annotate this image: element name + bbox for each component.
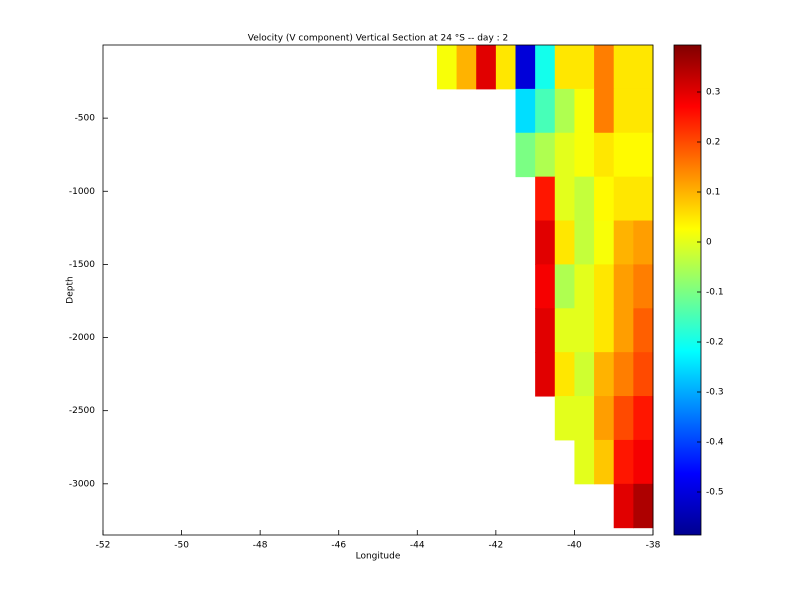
cell [535,220,556,265]
colorbar [674,45,701,535]
cell [594,132,615,178]
axes-frame [102,44,654,536]
colorbar-tick-label: -0.3 [706,388,724,398]
cell [633,352,654,397]
cell [456,45,477,90]
cell [613,132,634,178]
cell [554,132,575,178]
cell [574,132,595,178]
cell [633,264,654,309]
cell [633,439,654,485]
cell [495,45,516,90]
cell [554,88,575,134]
cell [554,396,575,441]
colorbar-tick-label: 0 [706,238,712,248]
cell [594,88,615,134]
cell [535,176,556,222]
y-tick-label: -3000 [69,479,95,489]
cell [633,132,654,178]
cell [613,396,634,441]
colorbar-tick-label: 0.2 [706,138,720,148]
cell [515,45,536,90]
cell [633,308,654,353]
cell [554,264,575,309]
colorbar-frame [673,44,702,536]
cell [574,439,595,485]
x-tick-label: -52 [96,541,111,551]
cell [633,396,654,441]
cell [633,176,654,222]
x-tick-label: -40 [567,541,582,551]
colorbar-tick-label: -0.4 [706,438,724,448]
cell [633,45,654,90]
cell [613,483,634,529]
cell [574,45,595,90]
cell [633,220,654,265]
y-tick-label: -2000 [69,333,95,343]
cell [594,396,615,441]
cell [574,88,595,134]
cell [574,264,595,309]
cell [613,45,634,90]
cell [613,308,634,353]
cell [554,176,575,222]
cell [613,176,634,222]
cell [554,45,575,90]
cell [633,483,654,529]
cell [535,308,556,353]
cell [535,132,556,178]
x-tick-label: -42 [489,541,504,551]
cell [535,45,556,90]
cell [554,308,575,353]
cell [535,264,556,309]
cell [613,220,634,265]
y-tick-label: -1000 [69,187,95,197]
x-tick-label: -48 [253,541,268,551]
cell [515,88,536,134]
cell [613,439,634,485]
cell [594,45,615,90]
colorbar-tick-label: 0.3 [706,88,720,98]
cell [574,396,595,441]
x-tick-label: -50 [174,541,189,551]
cell [574,352,595,397]
cell [613,88,634,134]
colorbar-tick-label: -0.1 [706,288,724,298]
colorbar-tick-label: -0.2 [706,338,724,348]
cell [476,45,497,90]
cell [594,352,615,397]
y-tick-label: -1500 [69,260,95,270]
chart-title: Velocity (V component) Vertical Section … [248,34,509,44]
cell [594,176,615,222]
cell [554,220,575,265]
cell [594,439,615,485]
cell [574,220,595,265]
cell [535,88,556,134]
cell [436,45,458,90]
y-tick-label: -2500 [69,406,95,416]
cell [554,352,575,397]
y-tick-label: -500 [75,114,96,124]
cell [594,308,615,353]
plot-area [436,45,654,529]
cell [594,220,615,265]
cell [613,264,634,309]
x-tick-label: -44 [410,541,425,551]
cell [613,352,634,397]
cell [574,176,595,222]
x-tick-label: -38 [646,541,661,551]
x-tick-label: -46 [331,541,346,551]
cell [574,308,595,353]
colorbar-tick-label: 0.1 [706,188,720,198]
colorbar-tick-label: -0.5 [706,488,724,498]
cell [633,88,654,134]
y-axis-label: Depth [66,276,76,303]
x-axis-label: Longitude [356,552,401,562]
cell [515,132,536,178]
cell [535,352,556,397]
cell [594,264,615,309]
